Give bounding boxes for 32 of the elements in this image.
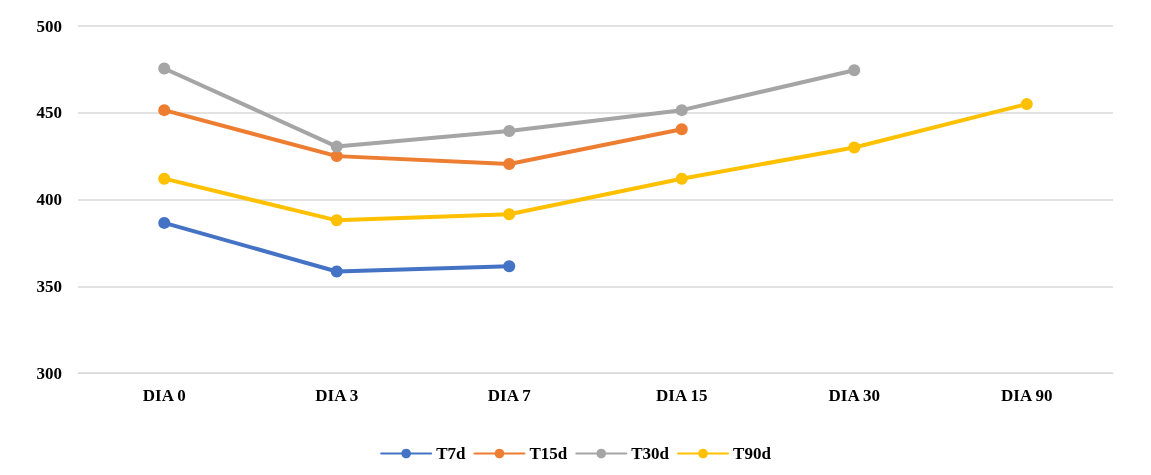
point (503, 260, 516, 273)
x-tick-label: DIA 7 (487, 386, 532, 405)
point (675, 123, 688, 136)
point (503, 157, 516, 170)
x-tick-label: DIA 0 (142, 386, 186, 405)
point (503, 124, 516, 137)
point (675, 104, 688, 117)
legend-label: T15d (529, 444, 568, 463)
point (330, 265, 343, 278)
point (503, 208, 516, 221)
y-tick-label: 300 (36, 363, 62, 383)
legend-label: T30d (631, 444, 670, 463)
point (330, 140, 343, 153)
point (848, 141, 861, 154)
x-tick-label: DIA 15 (656, 386, 708, 405)
point (158, 62, 171, 75)
x-tick-label: DIA 3 (315, 386, 359, 405)
x-tick-label: DIA 30 (828, 386, 880, 405)
y-tick-label: 400 (36, 190, 62, 209)
point (158, 104, 171, 117)
point (1020, 98, 1033, 111)
point (675, 172, 688, 185)
point (158, 172, 171, 185)
y-tick-label: 350 (36, 276, 62, 296)
x-tick-label: DIA 90 (1001, 386, 1053, 405)
point (848, 64, 861, 77)
legend-label: T7d (436, 444, 466, 463)
point (330, 214, 343, 227)
y-tick-label: 500 (36, 16, 62, 36)
point (158, 216, 171, 229)
legend-label: T90d (733, 444, 772, 463)
y-tick-label: 450 (36, 103, 62, 123)
